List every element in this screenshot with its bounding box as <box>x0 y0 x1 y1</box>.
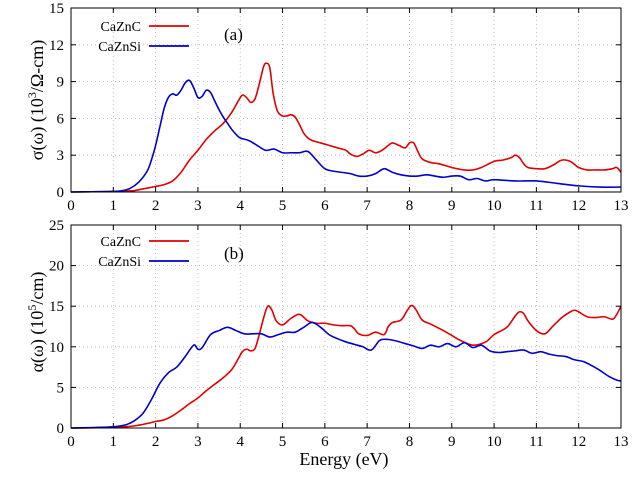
y-tick-label-b-1: 5 <box>57 380 65 396</box>
panel-a-grid <box>71 8 621 192</box>
panel-b-ylabel-sup: 5 <box>25 305 39 311</box>
x-tick-label-b-0: 0 <box>67 434 75 450</box>
panel-a-ylabel-main: σ(ω) (10 <box>27 98 48 160</box>
y-tick-label-a-3: 9 <box>57 75 65 91</box>
x-tick-label-a-3: 3 <box>194 198 202 214</box>
y-tick-label-a-4: 12 <box>49 38 64 54</box>
panel-b-ylabel-tail: /cm) <box>27 272 48 305</box>
x-tick-label-b-10: 10 <box>487 434 502 450</box>
y-tick-label-a-5: 15 <box>49 1 64 17</box>
x-tick-label-a-0: 0 <box>67 198 75 214</box>
legend-label-cazncl: CaZnC <box>101 20 141 35</box>
panel-b-series <box>70 304 622 429</box>
panel-a-series <box>70 62 622 193</box>
x-tick-label-a-1: 1 <box>110 198 118 214</box>
panel-a-frame <box>70 7 622 193</box>
x-tick-label-b-2: 2 <box>152 434 160 450</box>
panel-a-legend: CaZnC CaZnSi <box>98 20 189 55</box>
x-tick-label-a-13: 13 <box>614 198 629 214</box>
panel-a-ylabel-sup: 3 <box>25 92 39 98</box>
x-tick-label-a-5: 5 <box>279 198 287 214</box>
legend-label-cazncl-b: CaZnC <box>101 235 141 250</box>
series-line-b-caznsi <box>70 321 622 429</box>
x-tick-label-a-6: 6 <box>321 198 329 214</box>
legend-label-caznsi-b: CaZnSi <box>98 255 141 270</box>
y-tick-label-b-4: 20 <box>49 259 64 275</box>
y-tick-label-a-0: 0 <box>57 185 65 201</box>
y-tick-label-a-1: 3 <box>57 148 65 164</box>
x-tick-label-b-6: 6 <box>321 434 329 450</box>
panel-b-legend: CaZnC CaZnSi <box>98 235 189 270</box>
x-tick-label-a-11: 11 <box>529 198 543 214</box>
x-tick-label-b-4: 4 <box>236 434 244 450</box>
series-line-a-caznsi <box>70 79 622 193</box>
x-tick-label-a-8: 8 <box>406 198 414 214</box>
y-tick-label-b-2: 10 <box>49 340 64 356</box>
x-tick-label-b-8: 8 <box>406 434 414 450</box>
x-tick-label-b-9: 9 <box>448 434 456 450</box>
x-tick-label-b-13: 13 <box>614 434 629 450</box>
x-tick-label-b-5: 5 <box>279 434 287 450</box>
x-tick-label-a-2: 2 <box>152 198 160 214</box>
x-tick-label-b-11: 11 <box>529 434 543 450</box>
panel-b-tag: (b) <box>224 244 244 263</box>
y-tick-label-a-2: 6 <box>57 111 65 127</box>
x-tick-label-a-9: 9 <box>448 198 456 214</box>
legend-label-caznsi: CaZnSi <box>98 40 141 55</box>
panel-b-ylabel-main: α(ω) (10 <box>27 311 48 373</box>
y-tick-label-b-5: 25 <box>49 218 64 234</box>
x-tick-label-b-12: 12 <box>571 434 586 450</box>
x-tick-label-b-7: 7 <box>363 434 371 450</box>
x-tick-label-a-7: 7 <box>363 198 371 214</box>
series-line-b-caznc <box>70 304 622 429</box>
panel-a-ylabel: σ(ω) (103/Ω-cm) <box>25 40 48 160</box>
x-axis-title: Energy (eV) <box>299 449 388 470</box>
panel-a-tag: (a) <box>224 25 243 44</box>
panel-a-ylabel-tail: /Ω-cm) <box>27 40 48 92</box>
panel-b-ylabel: α(ω) (105/cm) <box>25 272 48 373</box>
x-tick-label-a-10: 10 <box>487 198 502 214</box>
x-tick-label-a-4: 4 <box>236 198 244 214</box>
x-tick-label-a-12: 12 <box>571 198 586 214</box>
x-tick-label-b-1: 1 <box>110 434 118 450</box>
y-tick-label-b-3: 15 <box>49 299 64 315</box>
panel-b-frame <box>70 224 622 429</box>
series-line-a-caznc <box>70 62 622 193</box>
x-tick-label-b-3: 3 <box>194 434 202 450</box>
y-tick-label-b-0: 0 <box>57 421 65 437</box>
